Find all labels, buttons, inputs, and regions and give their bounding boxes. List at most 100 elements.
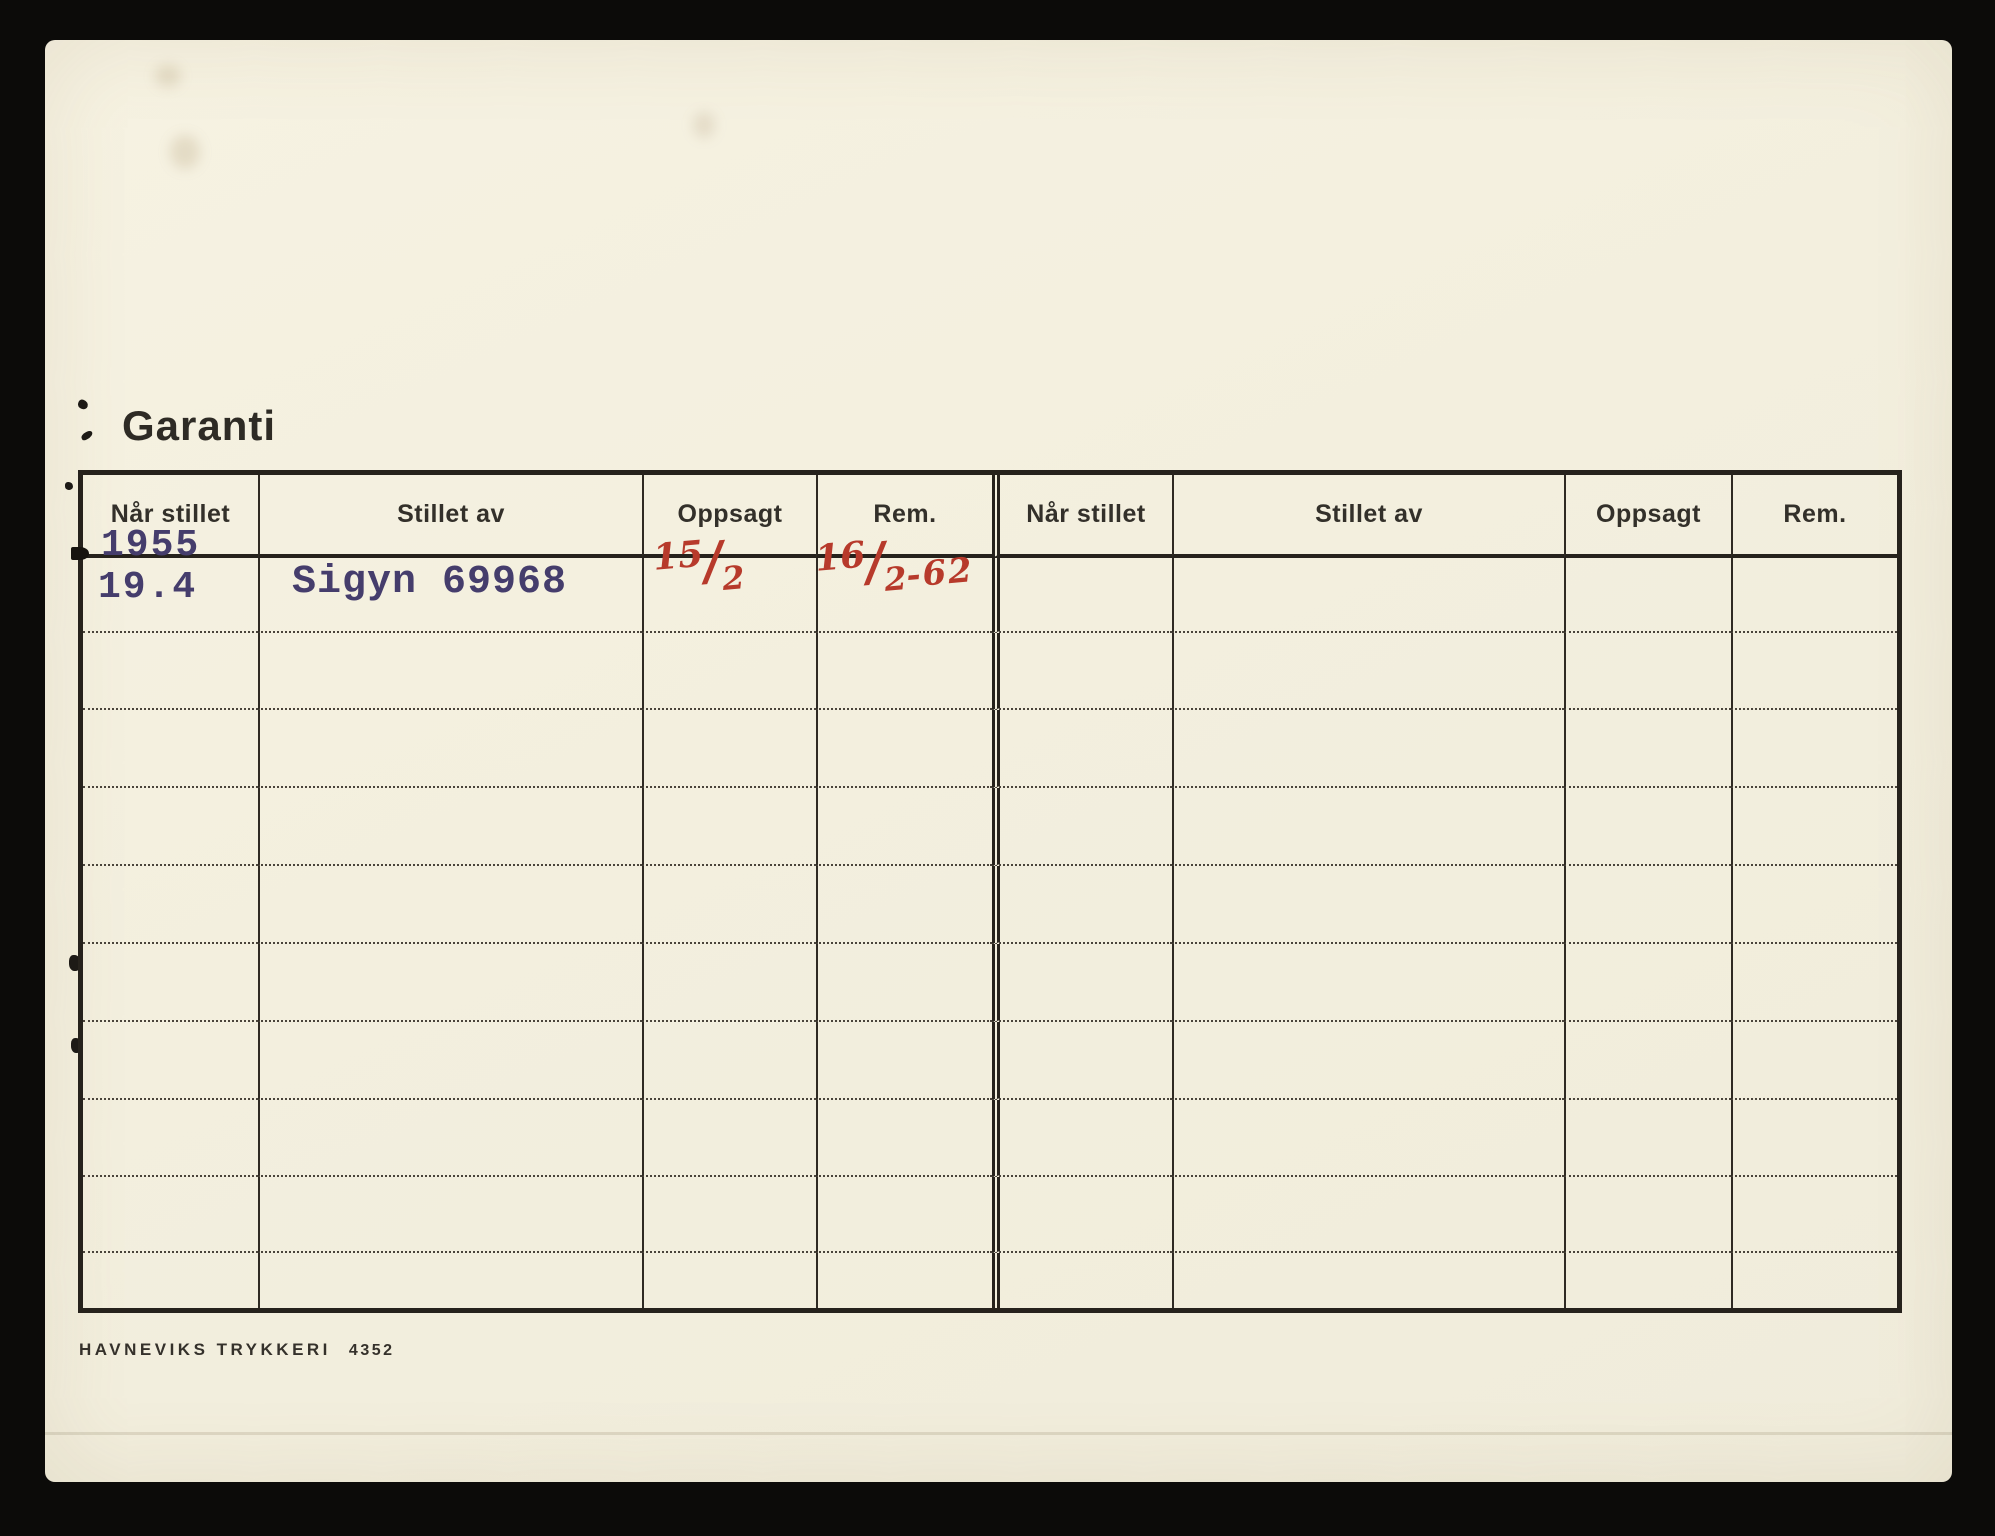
table-cell <box>992 944 1172 1022</box>
entry-stillet-av: Sigyn 69968 <box>292 560 568 605</box>
table-cell <box>258 866 642 944</box>
table-cell <box>258 1022 642 1100</box>
table-cell <box>1172 788 1564 866</box>
table-cell <box>992 1100 1172 1177</box>
table-cell <box>642 944 816 1022</box>
table-cell <box>1172 1177 1564 1253</box>
paper-stain <box>155 65 181 87</box>
table-cell <box>1731 788 1897 866</box>
table-cell <box>642 633 816 710</box>
table-cell <box>1731 866 1897 944</box>
table-cell <box>258 788 642 866</box>
table-cell <box>992 788 1172 866</box>
table-cell <box>642 1022 816 1100</box>
table-cell <box>258 633 642 710</box>
table-cell <box>1172 558 1564 633</box>
table-cell <box>816 788 992 866</box>
column-header-nar-stillet: Når stillet <box>83 475 258 558</box>
table-cell <box>1731 1177 1897 1253</box>
paper-stain <box>693 112 715 138</box>
entry-oppsagt-cell: 15/2 <box>642 530 816 633</box>
table-cell <box>1564 1253 1731 1308</box>
table-cell <box>258 1177 642 1253</box>
printer-name: HAVNEVIKS TRYKKERI <box>79 1340 331 1359</box>
entry-oppsagt-handwriting: 15/2 <box>651 530 747 598</box>
entry-rem-handwriting: 16/2-62 <box>813 531 976 599</box>
paper-stain <box>170 135 200 169</box>
table-cell <box>816 1177 992 1253</box>
table-cell <box>1564 633 1731 710</box>
table-cell <box>992 866 1172 944</box>
table-cell <box>258 1253 642 1308</box>
table-cell <box>1731 710 1897 788</box>
table-cell <box>816 866 992 944</box>
table-cell <box>642 866 816 944</box>
table-cell <box>1564 710 1731 788</box>
printer-imprint: HAVNEVIKS TRYKKERI 4352 <box>79 1340 395 1360</box>
table-cell <box>83 866 258 944</box>
table-cell <box>642 1100 816 1177</box>
table-cell <box>1564 866 1731 944</box>
table-cell <box>992 1177 1172 1253</box>
table-cell <box>1564 1100 1731 1177</box>
table-cell <box>83 1253 258 1308</box>
table-cell <box>816 1100 992 1177</box>
table-cell <box>1172 1100 1564 1177</box>
table-cell <box>83 710 258 788</box>
table-cell <box>1731 1100 1897 1177</box>
column-header-stillet-av: Stillet av <box>1172 475 1564 558</box>
table-cell <box>83 944 258 1022</box>
table-cell <box>1731 1022 1897 1100</box>
ink-speck <box>80 429 94 442</box>
table-cell <box>1172 1253 1564 1308</box>
table-cell <box>642 710 816 788</box>
table-cell <box>816 944 992 1022</box>
table-cell <box>1172 944 1564 1022</box>
ink-speck <box>71 1038 82 1053</box>
column-header-rem: Rem. <box>816 475 992 558</box>
entry-stillet-av-cell: Sigyn 69968 <box>258 558 642 633</box>
table-cell <box>1564 1022 1731 1100</box>
table-cell <box>1564 558 1731 633</box>
entry-date: 19.4 <box>98 566 198 609</box>
table-cell <box>992 633 1172 710</box>
table-cell <box>816 1022 992 1100</box>
table-cell <box>1564 944 1731 1022</box>
table-cell <box>1564 788 1731 866</box>
paper-crease <box>45 1432 1952 1435</box>
table-cell <box>1172 866 1564 944</box>
column-header-oppsagt: Oppsagt <box>1564 475 1731 558</box>
entry-nar-stillet-cell: 1955 19.4 <box>83 524 258 633</box>
table-cell <box>258 944 642 1022</box>
table-cell <box>83 633 258 710</box>
table-cell <box>83 1177 258 1253</box>
column-header-nar-stillet: Når stillet <box>992 475 1172 558</box>
table-cell <box>816 633 992 710</box>
table-cell <box>258 1100 642 1177</box>
table-cell <box>1564 1177 1731 1253</box>
table-cell <box>642 788 816 866</box>
strike-line-marker <box>71 547 89 560</box>
printer-number: 4352 <box>348 1342 395 1359</box>
table-cell <box>642 1253 816 1308</box>
table-cell <box>642 1177 816 1253</box>
table-cell <box>1172 1022 1564 1100</box>
column-header-stillet-av: Stillet av <box>258 475 642 558</box>
table-cell <box>1172 633 1564 710</box>
table-cell <box>992 1022 1172 1100</box>
entry-year-struck: 1955 <box>101 524 201 567</box>
garanti-card: Garanti Når stillet Stillet av Oppsagt R… <box>45 40 1952 1482</box>
ink-speck <box>65 482 73 490</box>
table-cell <box>816 1253 992 1308</box>
table-cell <box>992 1253 1172 1308</box>
ink-speck <box>76 398 90 411</box>
table-cell <box>1731 1253 1897 1308</box>
table-cell <box>1172 710 1564 788</box>
table-cell <box>1731 558 1897 633</box>
entry-rem-cell: 16/2-62 <box>813 531 992 633</box>
table-cell <box>1731 633 1897 710</box>
page-title: Garanti <box>122 402 277 449</box>
table-cell <box>258 710 642 788</box>
table-cell <box>992 558 1172 633</box>
column-header-rem: Rem. <box>1731 475 1897 558</box>
